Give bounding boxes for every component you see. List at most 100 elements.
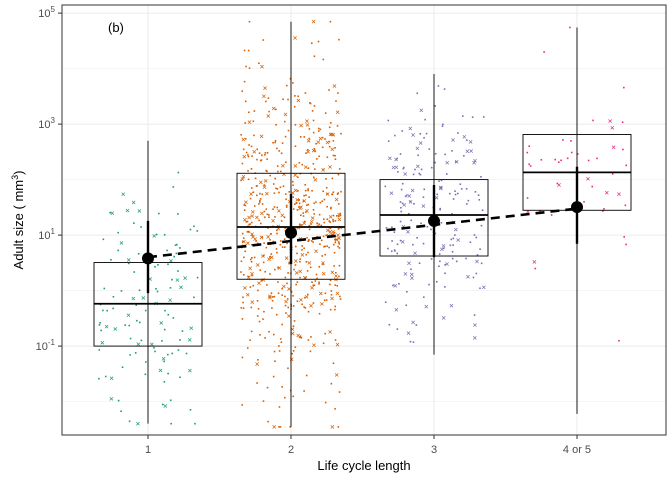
data-point bbox=[438, 253, 441, 255]
data-point bbox=[161, 403, 164, 406]
data-point-cross bbox=[473, 323, 477, 327]
data-point bbox=[473, 314, 476, 316]
data-point bbox=[480, 224, 483, 227]
data-point bbox=[299, 260, 301, 263]
y-tick-label: 103 bbox=[38, 116, 55, 131]
data-point bbox=[106, 309, 108, 312]
data-point bbox=[169, 399, 172, 402]
data-point bbox=[275, 123, 277, 126]
data-point bbox=[117, 231, 119, 234]
trend-dashed-line bbox=[147, 207, 578, 259]
data-point bbox=[436, 193, 439, 196]
data-point-cross bbox=[418, 141, 423, 145]
data-point bbox=[412, 173, 415, 176]
data-point-cross bbox=[532, 260, 537, 264]
data-point bbox=[272, 375, 275, 378]
data-point bbox=[304, 296, 306, 299]
data-point bbox=[336, 215, 338, 217]
data-point bbox=[136, 319, 138, 322]
data-point bbox=[243, 256, 245, 259]
data-point bbox=[304, 184, 307, 186]
data-point bbox=[562, 139, 564, 141]
data-point bbox=[445, 173, 448, 175]
data-point bbox=[189, 228, 192, 231]
data-point bbox=[324, 401, 327, 404]
data-point bbox=[428, 148, 431, 150]
data-point bbox=[260, 279, 263, 282]
data-point bbox=[387, 247, 389, 250]
data-point bbox=[179, 247, 181, 249]
data-point bbox=[428, 283, 430, 286]
data-point-cross bbox=[126, 313, 131, 318]
data-point bbox=[424, 118, 426, 121]
data-point bbox=[592, 119, 594, 122]
data-point bbox=[242, 237, 245, 239]
data-point bbox=[316, 158, 318, 160]
data-point-cross bbox=[312, 343, 316, 348]
data-point bbox=[298, 199, 300, 201]
data-point bbox=[286, 84, 288, 87]
data-point bbox=[438, 265, 440, 268]
data-point bbox=[273, 350, 276, 353]
data-point bbox=[400, 210, 403, 213]
data-point bbox=[294, 95, 296, 97]
data-point bbox=[405, 304, 408, 307]
data-point bbox=[618, 339, 620, 342]
data-point-cross bbox=[293, 164, 298, 168]
data-point bbox=[333, 251, 336, 254]
data-point bbox=[304, 92, 307, 94]
data-point bbox=[570, 151, 573, 154]
data-point bbox=[276, 206, 279, 209]
data-point-cross bbox=[481, 285, 486, 290]
data-point bbox=[300, 336, 303, 339]
data-point-cross bbox=[255, 362, 259, 366]
data-point-cross bbox=[249, 192, 253, 196]
data-point bbox=[451, 250, 454, 253]
data-point-cross bbox=[456, 238, 461, 242]
data-point bbox=[240, 260, 243, 263]
data-point bbox=[400, 188, 403, 191]
data-point bbox=[254, 177, 257, 180]
data-point bbox=[312, 162, 315, 165]
data-point bbox=[281, 142, 284, 144]
data-point-cross bbox=[295, 197, 300, 202]
data-point-cross bbox=[255, 263, 260, 267]
data-point bbox=[338, 264, 341, 267]
data-point-cross bbox=[299, 298, 303, 302]
data-point-cross bbox=[263, 179, 268, 183]
data-point bbox=[262, 39, 265, 41]
data-point bbox=[133, 222, 135, 224]
data-point-cross bbox=[611, 145, 616, 150]
data-point bbox=[261, 193, 264, 196]
data-point bbox=[529, 165, 532, 167]
data-point-cross bbox=[299, 123, 303, 128]
data-point-cross bbox=[387, 156, 392, 161]
data-point-cross bbox=[330, 296, 334, 301]
data-point bbox=[277, 266, 279, 269]
data-point bbox=[154, 350, 156, 353]
data-point-cross bbox=[330, 270, 335, 275]
data-point-cross bbox=[247, 120, 252, 124]
y-axis-title-superscript: 3 bbox=[10, 175, 20, 180]
x-tick-label: 1 bbox=[145, 444, 151, 456]
data-point bbox=[455, 161, 457, 163]
data-point bbox=[303, 306, 305, 308]
data-point bbox=[393, 249, 396, 251]
data-point-cross bbox=[141, 296, 146, 300]
data-point bbox=[337, 92, 339, 94]
data-point bbox=[318, 265, 321, 268]
data-point bbox=[332, 243, 335, 246]
data-point bbox=[252, 120, 255, 123]
data-point-cross bbox=[253, 237, 257, 241]
data-point bbox=[454, 193, 457, 196]
data-point bbox=[281, 287, 283, 290]
data-point bbox=[466, 139, 468, 142]
data-point bbox=[264, 152, 267, 154]
data-point bbox=[550, 214, 553, 216]
data-point bbox=[334, 408, 336, 410]
y-tick-base: 10 bbox=[38, 230, 50, 242]
data-point bbox=[298, 223, 301, 226]
data-point bbox=[276, 251, 278, 254]
data-point-cross bbox=[152, 234, 157, 238]
data-point bbox=[138, 321, 141, 324]
